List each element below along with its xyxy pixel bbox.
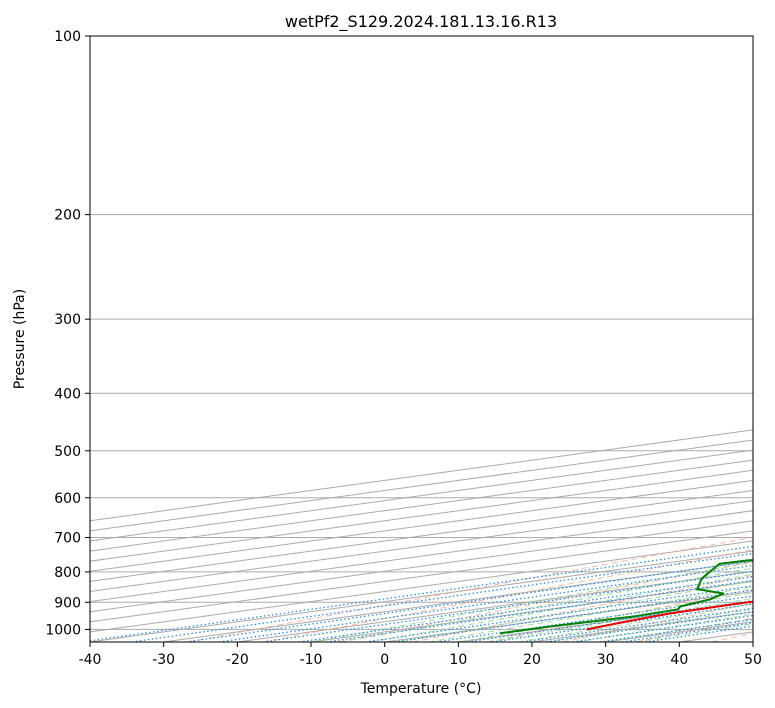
grid-layer xyxy=(90,36,753,642)
y-tick-label: 700 xyxy=(54,531,81,547)
x-tick-label: 30 xyxy=(597,652,615,668)
dry-adiabat-line xyxy=(263,549,753,642)
y-tick-label: 200 xyxy=(54,208,81,224)
mixing-ratio-line xyxy=(326,579,753,642)
x-tick-label: -30 xyxy=(152,652,175,668)
x-tick-label: 10 xyxy=(449,652,467,668)
moist-adiabat-line xyxy=(517,603,753,642)
mixing-ratio-line xyxy=(185,560,753,642)
dry-adiabat-line xyxy=(188,536,753,642)
moist-adiabat-line xyxy=(458,592,753,642)
x-tick-label: -20 xyxy=(226,652,249,668)
plot-frame xyxy=(89,35,754,643)
x-tick-label: 40 xyxy=(670,652,688,668)
isotherm-line xyxy=(90,520,753,613)
y-axis-ticks: 1000 900 800 700 600 500 400 300 200 100 xyxy=(45,29,90,638)
chart-title: wetPf2_S129.2024.181.13.16.R13 xyxy=(285,12,557,32)
y-tick-label: 300 xyxy=(54,312,81,328)
isotherm-line xyxy=(458,601,753,642)
dewpoint-profile-line xyxy=(499,559,753,635)
isotherm-line xyxy=(531,611,753,642)
y-tick-label: 1000 xyxy=(45,622,81,638)
isotherm-line xyxy=(90,469,753,562)
mixing-ratio-line xyxy=(394,589,753,642)
isotherm-line xyxy=(310,580,753,642)
mixing-ratio-line xyxy=(365,585,753,642)
mixing-ratio-line xyxy=(572,614,753,642)
x-tick-label: 0 xyxy=(380,652,389,668)
y-tick-label: 800 xyxy=(54,565,81,581)
isotherm-line xyxy=(90,459,753,552)
isotherm-line xyxy=(90,500,753,592)
mixing-ratio-line xyxy=(522,607,753,642)
dry-adiabat-line xyxy=(487,588,753,642)
y-tick-label: 600 xyxy=(54,491,81,507)
isotherm-line xyxy=(163,560,753,642)
x-axis-ticks: -40 -30 -20 -10 0 10 20 30 40 50 xyxy=(79,642,762,668)
x-tick-label: 20 xyxy=(523,652,541,668)
isotherm-line xyxy=(237,570,753,642)
moist-adiabat-line xyxy=(310,561,753,642)
dry-adiabat-line xyxy=(562,602,753,642)
mixing-ratio-lines xyxy=(90,545,753,642)
moist-adiabat-line xyxy=(428,586,753,642)
isotherm-line xyxy=(679,631,753,642)
y-tick-label: 400 xyxy=(54,386,81,402)
moist-adiabat-line xyxy=(369,573,753,642)
isotherm-line xyxy=(90,510,753,603)
sounding-series xyxy=(499,559,753,635)
dry-adiabat-line xyxy=(338,561,753,642)
dry-adiabat-line xyxy=(711,632,753,642)
isotherm-line xyxy=(752,641,753,642)
mixing-ratio-line xyxy=(90,545,753,642)
moist-adiabat-line xyxy=(340,567,753,642)
y-axis-label: Pressure (hPa) xyxy=(12,289,28,389)
isotherm-line xyxy=(90,530,753,623)
x-tick-label: 50 xyxy=(744,652,762,668)
dry-adiabats xyxy=(188,536,753,642)
mixing-ratio-line xyxy=(131,552,753,642)
mixing-ratio-line xyxy=(218,564,753,642)
isotherm-line xyxy=(90,489,753,582)
mixing-ratio-line xyxy=(492,603,753,642)
plot-area: 0.10.20.40.611.52346810131620253036-100-… xyxy=(90,36,753,642)
y-tick-label: 500 xyxy=(54,444,81,460)
x-tick-label: -40 xyxy=(79,652,102,668)
moist-adiabats xyxy=(310,561,753,642)
x-axis-label: Temperature (°C) xyxy=(360,681,482,697)
mixing-ratio-line xyxy=(546,611,753,642)
x-tick-label: -10 xyxy=(300,652,323,668)
isotherm-line xyxy=(90,540,753,633)
y-tick-label: 100 xyxy=(54,29,81,45)
dry-adiabat-line xyxy=(636,617,753,642)
isotherm-line xyxy=(90,479,753,572)
isotherm-line xyxy=(90,550,753,642)
y-tick-label: 900 xyxy=(54,595,81,611)
moist-adiabat-line xyxy=(635,623,753,642)
moist-adiabat-line xyxy=(546,608,753,642)
